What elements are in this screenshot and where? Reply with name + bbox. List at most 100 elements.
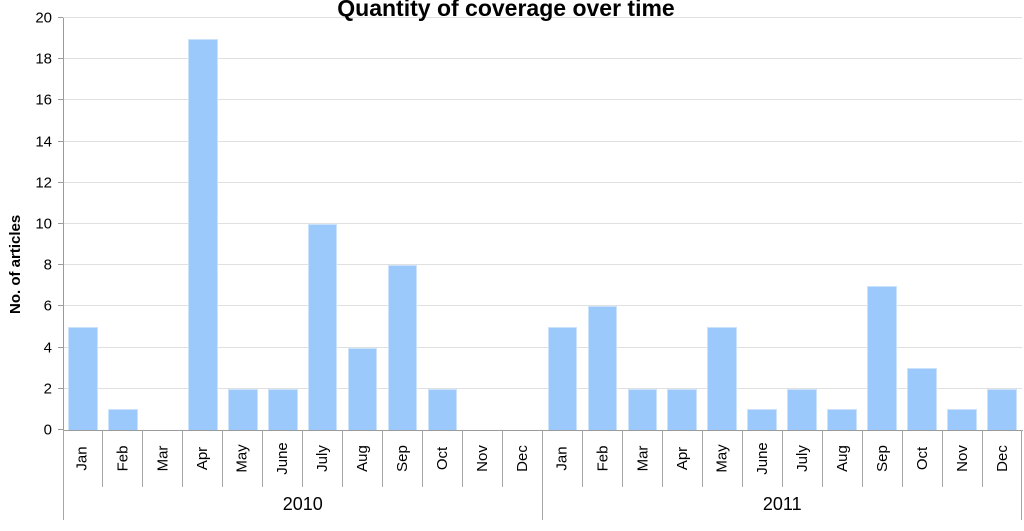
month-label: Oct <box>434 446 451 471</box>
year-separator-line <box>1021 430 1022 520</box>
chart-title: Quantity of coverage over time <box>337 0 675 21</box>
y-tick-mark <box>58 223 63 224</box>
plot-area <box>63 17 1022 430</box>
year-axis: 2010 2011 <box>63 487 1022 520</box>
gridline <box>63 58 1022 60</box>
month-cell: Mar <box>622 430 662 487</box>
y-tick-label: 6 <box>43 297 52 315</box>
bar-slot <box>502 18 542 430</box>
gridline <box>63 387 1022 389</box>
gridline <box>63 181 1022 183</box>
month-cell: July <box>302 430 342 487</box>
bar-2011-apr <box>667 388 698 430</box>
month-label: Apr <box>194 446 211 471</box>
bar-2011-feb <box>587 306 618 430</box>
y-tick-label: 12 <box>35 174 52 192</box>
month-cell: Sep <box>382 430 422 487</box>
bar-2010-apr <box>188 38 218 430</box>
bar-2010-jan <box>68 327 98 430</box>
month-label: Apr <box>674 446 691 471</box>
bar-slot <box>343 18 383 430</box>
month-cell: Jan <box>542 430 582 487</box>
month-label: Sep <box>393 445 411 472</box>
month-cell: Nov <box>462 430 502 487</box>
bar-slot <box>702 18 742 430</box>
y-tick-mark <box>58 99 63 101</box>
y-tick-mark <box>58 264 63 266</box>
bar-2011-mar <box>627 388 658 430</box>
y-tick-labels: 0 2 4 6 8 10 12 14 16 18 20 <box>0 11 52 438</box>
bar-2011-nov <box>947 409 977 430</box>
month-label: Jan <box>554 446 571 471</box>
bar-slot <box>463 18 503 430</box>
bar-2011-jan <box>547 327 578 430</box>
bar-2010-oct <box>427 388 458 430</box>
bar-slot <box>63 18 103 430</box>
month-label: Dec <box>514 445 531 472</box>
bar-slot <box>183 18 223 430</box>
gridlines <box>63 17 1022 430</box>
year-separator-line <box>542 430 543 520</box>
y-tick-marks <box>58 17 63 430</box>
bar-2011-dec <box>987 388 1017 430</box>
bar-2010-june <box>267 388 298 430</box>
month-label: Feb <box>593 445 611 472</box>
y-tick-label: 8 <box>43 256 52 274</box>
month-cell: Nov <box>942 430 982 487</box>
gridline <box>63 305 1022 307</box>
y-tick-mark <box>58 387 63 389</box>
month-cell: Apr <box>662 430 702 487</box>
month-cell: June <box>742 430 782 487</box>
month-label: Sep <box>873 445 891 472</box>
bar-slot <box>143 18 183 430</box>
gridline <box>63 99 1022 101</box>
y-tick-label: 4 <box>43 339 52 357</box>
month-label: Feb <box>113 445 131 472</box>
y-tick-label: 20 <box>35 9 52 27</box>
bar-slot <box>902 18 942 430</box>
y-tick-label: 0 <box>43 421 52 439</box>
month-cell: Feb <box>102 430 142 487</box>
bar-slot <box>942 18 982 430</box>
month-cell: Dec <box>982 430 1022 487</box>
year-label-2011: 2011 <box>762 494 802 514</box>
month-label: Aug <box>353 445 371 472</box>
bar-slot <box>103 18 143 430</box>
bar-2010-sep <box>387 265 418 430</box>
month-cell: Dec <box>502 430 542 487</box>
month-cell: Mar <box>142 430 182 487</box>
y-tick-mark <box>58 140 63 142</box>
year-separator-line <box>63 430 64 520</box>
gridline <box>63 17 1022 18</box>
month-label: Mar <box>154 445 171 472</box>
month-label: Jan <box>74 446 91 471</box>
bar-2010-feb <box>108 409 138 430</box>
month-label: July <box>794 445 811 472</box>
bar-slot <box>423 18 463 430</box>
y-tick-label: 2 <box>43 380 52 398</box>
y-tick-label: 16 <box>35 91 52 109</box>
month-label: June <box>274 442 291 475</box>
y-tick-label: 18 <box>35 50 52 68</box>
bar-2011-sep <box>867 285 897 430</box>
x-axis-line <box>63 430 1023 431</box>
bar-slot <box>223 18 263 430</box>
month-cell: May <box>702 430 742 487</box>
month-cell: June <box>262 430 302 487</box>
month-cell: July <box>782 430 822 487</box>
y-tick-mark <box>58 305 63 307</box>
y-tick-mark <box>58 181 63 183</box>
y-tick-mark <box>58 17 63 18</box>
gridline <box>63 346 1022 348</box>
y-tick-mark <box>58 58 63 60</box>
bar-slot <box>782 18 822 430</box>
y-tick-label: 14 <box>35 133 52 151</box>
month-cell: Feb <box>582 430 622 487</box>
bar-2010-july <box>307 224 338 430</box>
month-cell: Aug <box>822 430 862 487</box>
month-label: June <box>754 442 771 475</box>
bar-slot <box>582 18 622 430</box>
gridline <box>63 223 1022 224</box>
bar-slot <box>742 18 782 430</box>
